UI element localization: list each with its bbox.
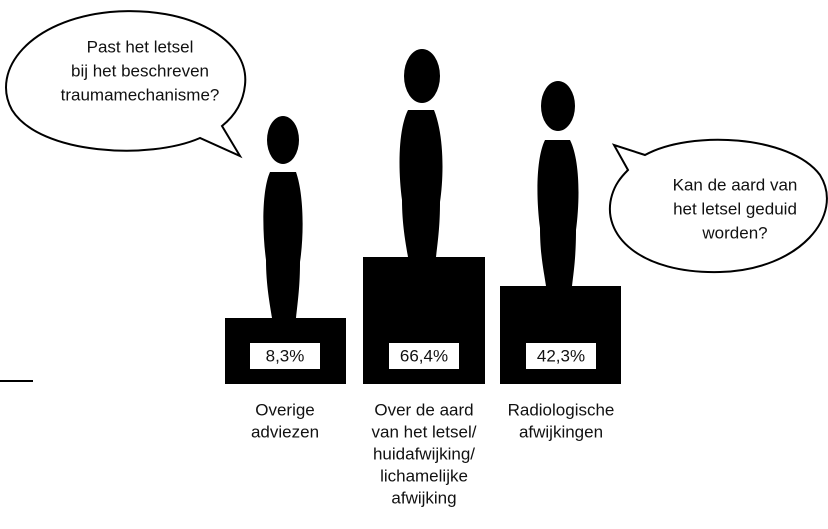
infographic: Past het letsel bij het beschreven traumam… — [0, 0, 828, 529]
podium — [500, 286, 621, 384]
bubble-text: Kan de aard van — [673, 175, 798, 194]
bubble-text: Past het letsel — [87, 37, 194, 56]
value-label: 8,3% — [266, 346, 305, 365]
category-label: afwijkingen — [519, 422, 603, 441]
speech-bubble — [6, 11, 245, 156]
bubble-text: het letsel geduid — [673, 199, 797, 218]
bubble-text: bij het beschreven — [71, 61, 209, 80]
category-label: huidafwijking/ — [373, 444, 475, 463]
bubble-text: worden? — [701, 223, 767, 242]
category-label: Radiologische — [508, 400, 615, 419]
bubble-text: traumamechanisme? — [61, 85, 220, 104]
category-label: van het letsel/ — [372, 422, 477, 441]
figure — [537, 81, 578, 286]
category-label: afwijking — [391, 488, 456, 507]
value-label: 66,4% — [400, 346, 448, 365]
category-label: adviezen — [251, 422, 319, 441]
category-label: Over de aard — [374, 400, 473, 419]
category-label: lichamelijke — [380, 466, 468, 485]
figure — [400, 49, 443, 257]
category-label: Overige — [255, 400, 315, 419]
figure — [263, 116, 302, 318]
value-label: 42,3% — [537, 346, 585, 365]
